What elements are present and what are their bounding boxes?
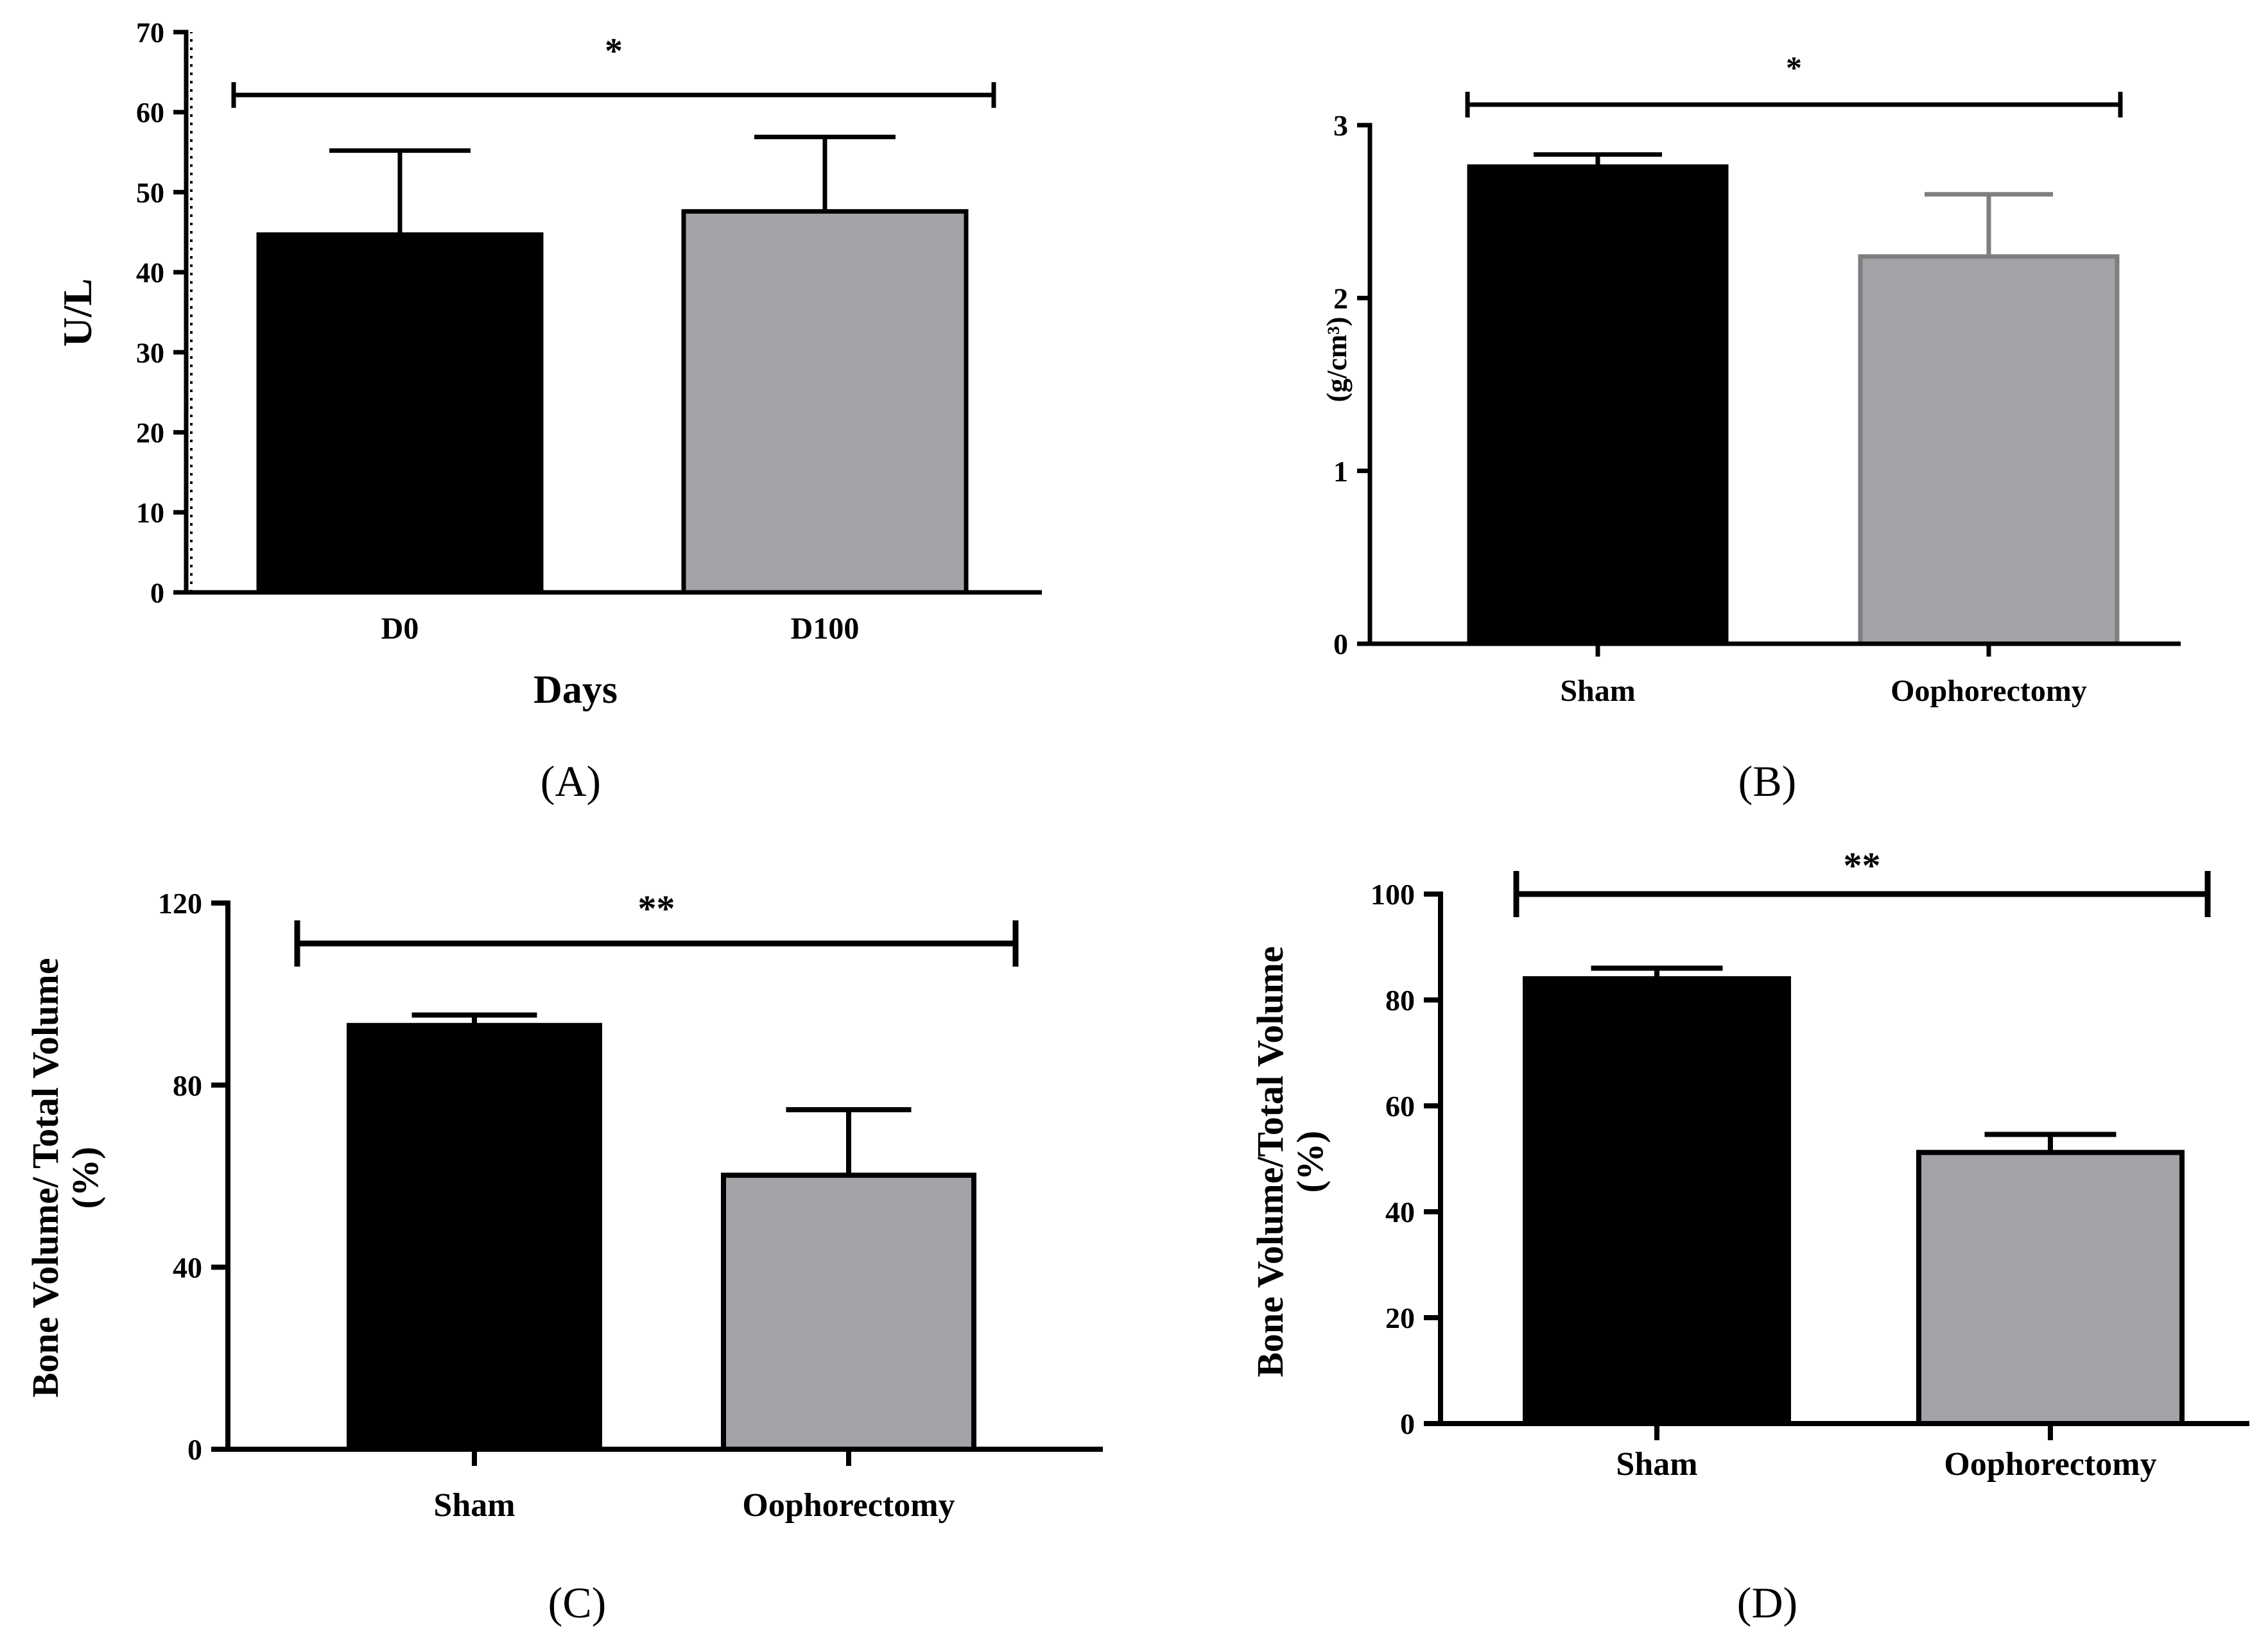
chart-panel-c: 0 40 80 120 Sham Oophorectomy Bone Volume/ Tot… xyxy=(24,887,1103,1627)
bar-1 xyxy=(256,232,544,595)
y-tick-label: 30 xyxy=(136,337,164,368)
y-tick-label: 80 xyxy=(173,1069,202,1102)
y-tick-label: 0 xyxy=(187,1433,202,1466)
significance-marker: ** xyxy=(638,888,675,929)
y-tick-label: 40 xyxy=(136,257,164,289)
y-tick-label: 120 xyxy=(158,887,202,920)
y-tick-label: 0 xyxy=(1333,628,1348,660)
y-tick-label: 20 xyxy=(136,417,164,449)
bar-2 xyxy=(721,1173,976,1452)
y-tick-label: 70 xyxy=(136,17,164,48)
y-tick-label: 80 xyxy=(1385,984,1415,1017)
y-tick-label: 40 xyxy=(1385,1196,1415,1228)
significance-marker: ** xyxy=(1844,845,1881,886)
chart-panel-a: 0 10 20 30 40 50 60 70 D0 D100 Days U/L * (A) xyxy=(55,17,1042,805)
y-axis-title: U/L xyxy=(55,279,100,347)
significance-marker: * xyxy=(1786,49,1802,85)
significance-marker: * xyxy=(605,31,623,71)
y-tick-label: 60 xyxy=(1385,1090,1415,1123)
y-tick-label: 0 xyxy=(1400,1408,1415,1440)
panel-label: (B) xyxy=(1738,757,1797,805)
bar-2 xyxy=(1916,1150,2185,1426)
bar-2 xyxy=(681,209,969,595)
x-tick-label: Sham xyxy=(1560,674,1635,708)
y-axis-title: (%) xyxy=(64,1147,106,1209)
bar-1 xyxy=(1523,976,1791,1426)
x-tick-label: D0 xyxy=(381,612,419,646)
bar-1 xyxy=(1467,164,1729,646)
y-tick-label: 60 xyxy=(136,97,164,128)
panel-label: (C) xyxy=(548,1578,607,1627)
x-tick-label: Oophorectomy xyxy=(742,1487,955,1524)
y-axis-title: (g/cm³) xyxy=(1321,317,1353,402)
y-axis-title: Bone Volume/Total Volume xyxy=(1249,946,1291,1377)
x-tick-label: Sham xyxy=(433,1487,515,1524)
x-tick-label: Oophorectomy xyxy=(1944,1446,2156,1483)
y-tick-label: 1 xyxy=(1333,455,1348,488)
y-tick-label: 50 xyxy=(136,177,164,209)
y-tick-label: 100 xyxy=(1371,878,1415,911)
panel-label: (D) xyxy=(1737,1578,1797,1627)
y-axis-title: Bone Volume/ Total Volume xyxy=(24,958,66,1398)
x-axis-title: Days xyxy=(533,668,618,712)
bar-2 xyxy=(1858,254,2120,646)
y-tick-label: 0 xyxy=(150,577,164,608)
bar-1 xyxy=(347,1022,602,1452)
chart-panel-b: 0 1 2 3 Sham Oophorectomy (g/cm³) * (B) xyxy=(1321,49,2181,805)
y-tick-label: 3 xyxy=(1333,109,1348,142)
y-tick-label: 20 xyxy=(1385,1302,1415,1334)
panel-label: (A) xyxy=(541,757,601,805)
x-tick-label: Oophorectomy xyxy=(1891,674,2087,708)
x-tick-label: Sham xyxy=(1616,1446,1697,1483)
x-tick-label: D100 xyxy=(791,612,860,646)
y-axis-title: (%) xyxy=(1289,1131,1331,1193)
y-tick-label: 2 xyxy=(1333,282,1348,314)
chart-panel-d: 0 20 40 60 80 100 Sham Oophorectomy Bone Volume/… xyxy=(1249,845,2249,1627)
y-tick-label: 40 xyxy=(173,1251,202,1284)
y-tick-label: 10 xyxy=(136,497,164,529)
